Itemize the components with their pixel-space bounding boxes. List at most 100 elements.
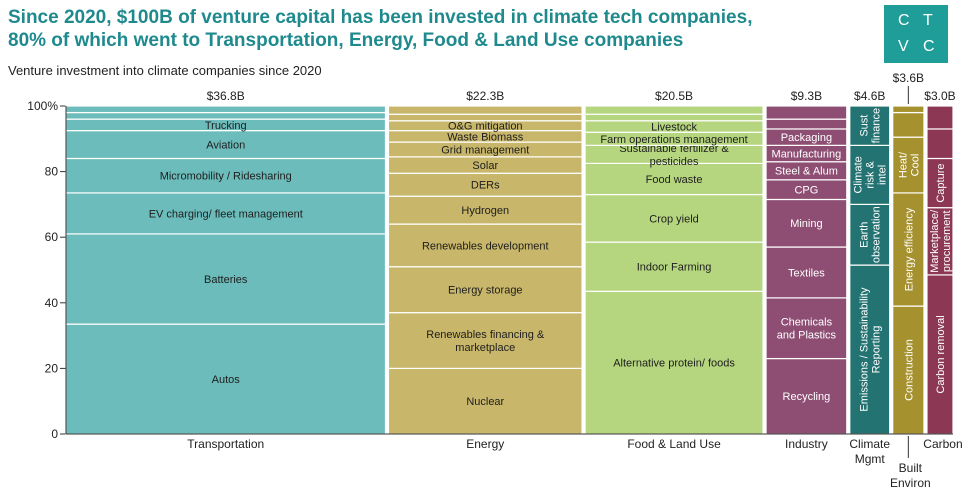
y-tick-label: 60: [45, 230, 59, 244]
segment-0-2: [65, 192, 387, 235]
segment-label: Alternative protein/ foods: [613, 358, 735, 370]
segment-1-11: [387, 105, 583, 115]
segment-label: Emissions / SustainabilityReporting: [859, 287, 883, 412]
segment-3-0: [765, 357, 848, 435]
chart-subtitle: Venture investment into climate companie…: [8, 63, 322, 78]
segment-label: Heat/Cool: [897, 151, 921, 178]
segment-label: Solar: [472, 160, 498, 172]
segment-3-8: [765, 118, 848, 130]
logo-letter-2: T: [923, 12, 933, 29]
segment-label: Climaterisk &intel: [853, 156, 889, 193]
segment-label: Chemicals and Plastics: [777, 317, 837, 342]
y-tick-label: 100%: [27, 99, 58, 113]
segment-label: Packaging: [781, 132, 832, 144]
segment-6-0: [926, 274, 954, 435]
segment-6-3: [926, 128, 954, 160]
logo-letter-3: V: [898, 38, 909, 55]
title-line-2: 80% of which went to Transportation, Ene…: [8, 30, 684, 51]
segment-0-0: [65, 323, 387, 435]
column-total-label: $4.6B: [854, 89, 885, 103]
segment-5-4: [892, 105, 925, 114]
segment-label: EV charging/ fleet management: [149, 208, 303, 220]
segment-2-2: [584, 193, 764, 243]
segment-label: Steel & Alum: [775, 166, 838, 178]
segment-label: Autos: [212, 374, 241, 386]
category-label: Industry: [785, 437, 828, 451]
column-total-label: $22.3B: [466, 89, 504, 103]
segment-label: Energy efficiency: [903, 207, 915, 291]
segment-6-2: [926, 157, 954, 209]
segment-1-3: [387, 223, 583, 268]
segment-label: Grid management: [441, 144, 529, 156]
y-tick-label: 40: [45, 296, 59, 310]
segment-5-3: [892, 111, 925, 138]
segment-label: DERs: [471, 180, 500, 192]
segment-4-2: [849, 144, 891, 206]
category-label: Built Environ: [890, 461, 931, 490]
segment-label: Food waste: [646, 174, 703, 186]
segment-label: Carbon removal: [935, 315, 947, 393]
segment-label: Aviation: [206, 140, 245, 152]
segment-label: Micromobility / Ridesharing: [160, 171, 292, 183]
category-label: Transportation: [187, 437, 264, 451]
segment-0-6: [65, 111, 387, 120]
segment-3-3: [765, 198, 848, 248]
segment-0-7: [65, 105, 387, 114]
segment-label: Energy storage: [448, 285, 523, 297]
column-total-label: $3.6B: [893, 71, 924, 85]
segment-1-10: [387, 113, 583, 122]
segment-label: Marketplace/procurement: [929, 209, 953, 273]
segment-label: Trucking: [205, 120, 247, 132]
segment-label: Construction: [903, 339, 915, 401]
segment-label: Crop yield: [649, 213, 699, 225]
segment-label: Farm operations management: [600, 134, 747, 146]
segment-label: Capture: [935, 164, 947, 203]
segment-4-3: [849, 105, 891, 146]
chart-title: Since 2020, $100B of venture capital has…: [8, 6, 848, 52]
segment-1-2: [387, 266, 583, 314]
segment-3-2: [765, 246, 848, 299]
category-label: Energy: [466, 437, 504, 451]
segment-2-7: [584, 113, 764, 122]
segment-label: Manufacturing: [772, 149, 842, 161]
segment-label: Earthobservation: [859, 206, 883, 263]
title-line-1: Since 2020, $100B of venture capital has…: [8, 7, 753, 28]
segment-label: Textiles: [788, 267, 825, 279]
column-total-label: $9.3B: [791, 89, 822, 103]
segment-1-0: [387, 367, 583, 435]
category-label: Climate Mgmt: [849, 437, 890, 466]
column-total-label: $3.0B: [924, 89, 955, 103]
logo-letter-1: C: [898, 12, 910, 29]
segment-label: Waste Biomass: [447, 131, 524, 143]
column-total-label: $36.8B: [207, 89, 245, 103]
segment-label: Recycling: [783, 391, 831, 403]
segment-label: Indoor Farming: [637, 262, 712, 274]
segment-6-1: [926, 207, 954, 276]
category-label: Food & Land Use: [627, 437, 721, 451]
y-tick-label: 0: [51, 427, 58, 441]
segment-label: CPG: [794, 185, 818, 197]
segment-0-3: [65, 157, 387, 194]
segment-6-4: [926, 105, 954, 130]
segment-3-1: [765, 297, 848, 360]
segment-label: Renewables financing & marketplace: [426, 329, 545, 354]
segment-5-0: [892, 305, 925, 435]
segment-label: Livestock: [651, 121, 697, 133]
segment-label: Renewables development: [422, 240, 549, 252]
segment-2-3: [584, 162, 764, 196]
segment-label: Sustfinance: [859, 108, 883, 143]
segment-label: Batteries: [204, 274, 248, 286]
segment-2-0: [584, 290, 764, 435]
segment-label: Nuclear: [466, 396, 504, 408]
category-label: Carbon: [923, 437, 962, 451]
segment-label: Hydrogen: [461, 205, 509, 217]
y-tick-label: 20: [45, 361, 59, 375]
logo-letter-4: C: [923, 38, 935, 55]
segment-label: Mining: [790, 218, 822, 230]
column-total-label: $20.5B: [655, 89, 693, 103]
ctvc-logo: C T V C: [884, 5, 948, 63]
segment-5-2: [892, 136, 925, 194]
segment-label: O&G mitigation: [448, 121, 523, 133]
segment-2-8: [584, 105, 764, 115]
